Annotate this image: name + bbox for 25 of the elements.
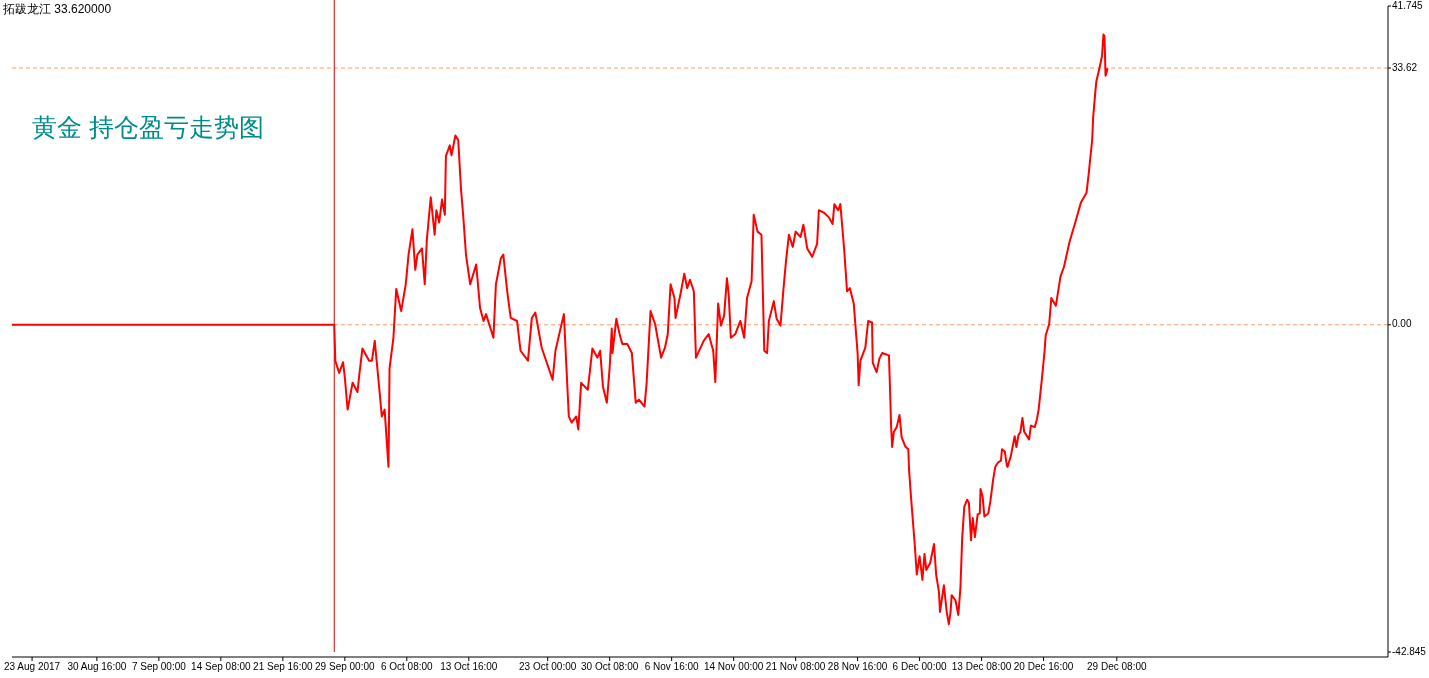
x-tick-label: 6 Oct 08:00 [380,661,434,672]
annotation: 拓跋龙江 33.620000 [2,2,112,16]
y-tick-label: -42.845 [1392,645,1427,657]
y-tick-label: 41.745 [1392,0,1424,11]
text: 黄金 持仓盈亏走势图 [32,113,264,141]
x-tick-label: 29 Sep 00:00 [315,661,375,672]
y-tick-label: 33.62 [1392,61,1418,73]
x-tick-label: 20 Dec 16:00 [1013,661,1074,672]
x-tick-label: 23 Oct 00:00 [519,661,577,672]
x-tick-label: 14 Nov 00:00 [703,661,764,672]
x-tick-label: 6 Nov 16:00 [644,661,700,672]
x-tick-label: 7 Sep 00:00 [131,661,187,672]
x-tick-label: 30 Aug 16:00 [67,661,127,672]
x-tick-label: 13 Dec 08:00 [951,661,1012,672]
x-tick-label: 21 Nov 08:00 [765,661,826,672]
x-tick-label: 28 Nov 16:00 [827,661,888,672]
x-tick-label: 29 Dec 08:00 [1087,661,1147,672]
x-tick-label: 21 Sep 16:00 [253,661,314,672]
x-tick-label: 30 Oct 08:00 [581,661,639,672]
x-tick-label: 14 Sep 08:00 [191,661,252,672]
x-tick-label: 23 Aug 2017 [3,661,61,672]
y-tick-label: 0.00 [1392,318,1412,330]
line-series [11,33,1109,626]
x-tick-label: 13 Oct 16:00 [440,661,498,672]
x-tick-label: 6 Dec 00:00 [892,661,947,672]
